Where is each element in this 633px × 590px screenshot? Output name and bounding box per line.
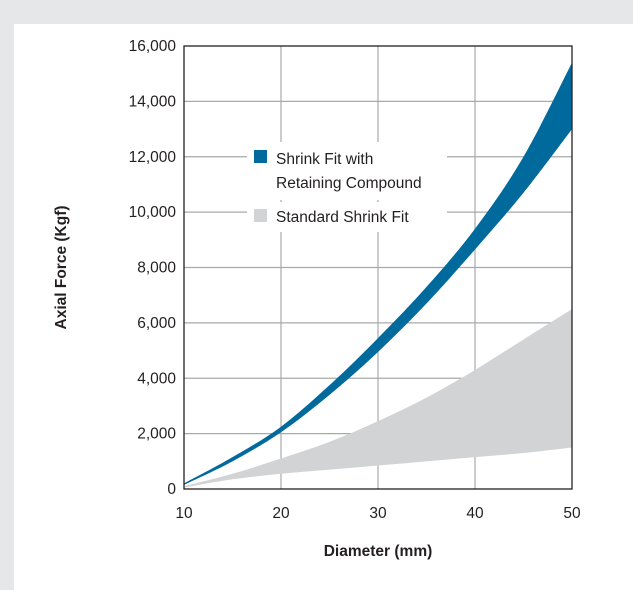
y-axis-title: Axial Force (Kgf) [53,205,70,329]
x-tick-label: 10 [175,505,193,522]
legend-swatch [254,209,267,222]
legend: Shrink Fit with Retaining Compound Standar… [247,142,447,232]
legend-label: Shrink Fit with [276,151,373,168]
y-tick-label: 8,000 [137,260,176,277]
plot-border [183,45,573,490]
data-bands [184,62,572,488]
standard-shrink-fit-band [184,309,572,488]
y-tick-label: 10,000 [129,204,177,221]
y-tick-label: 16,000 [129,38,177,55]
y-tick-label: 12,000 [129,149,177,166]
x-tick-label: 30 [369,505,387,522]
y-tick-label: 0 [167,481,176,498]
chart-card: Shrink Fit with Retaining Compound Standar… [14,24,633,590]
legend-label: Standard Shrink Fit [276,209,409,226]
x-axis-title: Diameter (mm) [324,543,433,560]
legend-swatch [254,150,267,163]
legend-backdrop [247,202,447,232]
tick-labels: 0 2,000 4,000 6,000 8,000 10,000 12,000 14,000 1… [129,38,581,522]
y-tick-label: 2,000 [137,426,176,443]
x-tick-label: 50 [563,505,581,522]
x-tick-label: 20 [272,505,290,522]
y-tick-label: 4,000 [137,370,176,387]
y-tick-label: 6,000 [137,315,176,332]
axial-force-chart: Shrink Fit with Retaining Compound Standar… [53,38,581,560]
x-tick-label: 40 [466,505,484,522]
plot-frame [183,45,573,490]
legend-backdrop [247,142,447,200]
legend-label: Retaining Compound [276,175,422,192]
y-tick-label: 14,000 [129,93,177,110]
